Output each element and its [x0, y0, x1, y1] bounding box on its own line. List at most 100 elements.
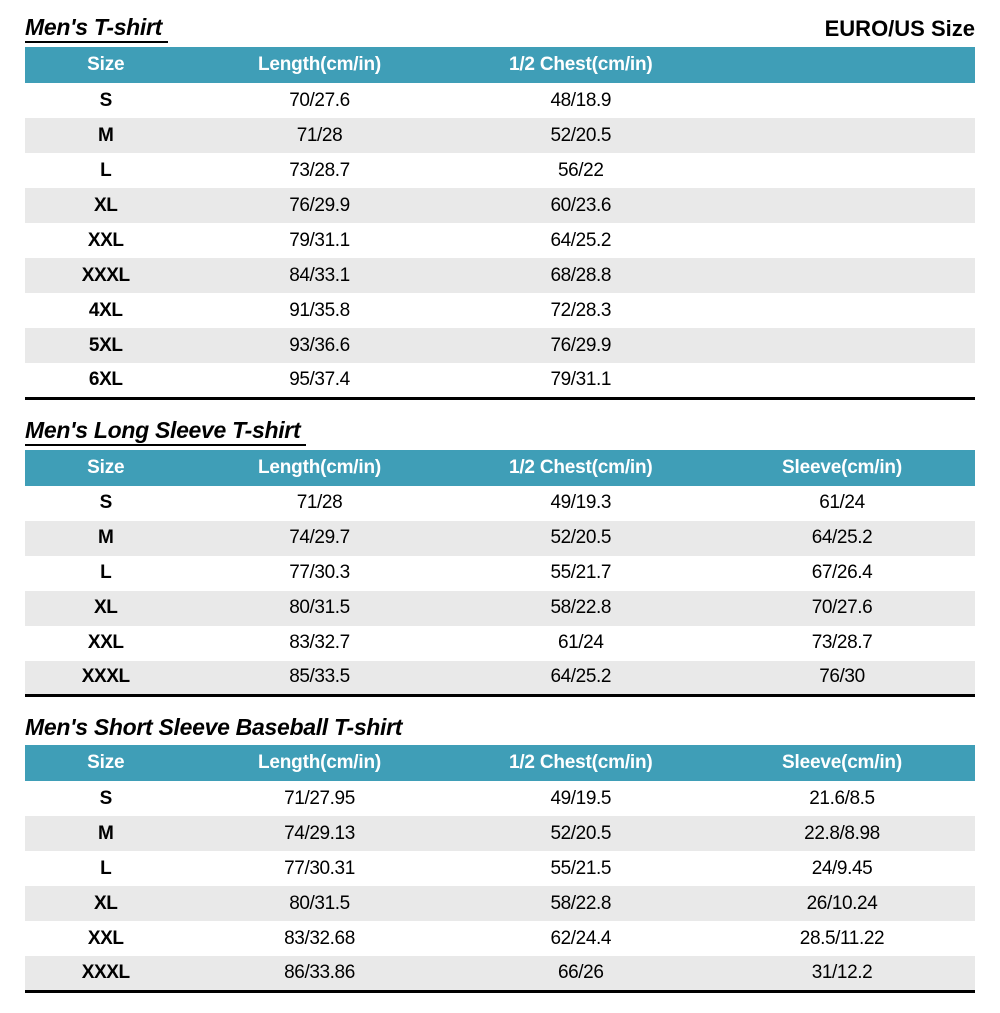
column-header: Length(cm/in): [186, 47, 453, 83]
column-header: 1/2 Chest(cm/in): [452, 745, 709, 781]
measurement-cell: 83/32.68: [284, 927, 355, 949]
measurement-cell: 49/19.3: [550, 492, 612, 513]
measurement-cell: 72/28.3: [550, 299, 612, 321]
measurement-cell: 71/28: [296, 124, 343, 146]
measurement-cell: 77/30.31: [284, 857, 355, 879]
measurement-cell: 64/25.2: [811, 527, 873, 548]
measurement-cell: 86/33.86: [284, 961, 355, 983]
table-row: XXL 83/32.68 62/24.4 28.5/11.22: [25, 921, 975, 956]
column-header: [709, 47, 975, 83]
measurement-cell: 83/32.7: [289, 632, 350, 653]
table-row: S 71/27.95 49/19.5 21.6/8.5: [25, 781, 975, 816]
measurement-cell: 73/28.7: [811, 632, 873, 653]
size-cell: 6XL: [88, 368, 123, 390]
measurement-cell: 68/28.8: [550, 264, 612, 286]
measurement-cell: [709, 153, 975, 188]
section-header-baseball: Men's Short Sleeve Baseball T-shirt: [25, 713, 975, 741]
table-row: XL 80/31.5 58/22.8 70/27.6: [25, 590, 975, 626]
column-header: 1/2 Chest(cm/in): [452, 449, 709, 486]
measurement-cell: 70/27.6: [811, 597, 873, 618]
column-header: Size: [25, 47, 187, 83]
measurement-cell: 93/36.6: [289, 334, 350, 356]
size-chart-page: Men's T-shirt EURO/US Size Size Length(cm…: [0, 13, 1000, 993]
size-cell: S: [99, 492, 113, 513]
measurement-cell: 84/33.1: [289, 264, 350, 286]
table-row: XXL 83/32.7 61/24 73/28.7: [25, 626, 975, 661]
measurement-cell: 66/26: [557, 961, 604, 983]
measurement-cell: 48/18.9: [550, 89, 612, 111]
measurement-cell: 71/27.95: [284, 787, 355, 809]
section-title-mens-tshirt: Men's T-shirt: [25, 13, 169, 43]
column-header: Length(cm/in): [186, 449, 453, 486]
table-row: XL 76/29.9 60/23.6: [25, 188, 975, 223]
size-cell: S: [99, 787, 113, 809]
table-row: L 77/30.3 55/21.7 67/26.4: [25, 556, 975, 591]
size-cell: XL: [94, 597, 118, 618]
table-header-row: Size Length(cm/in) 1/2 Chest(cm/in) Sleeve(…: [25, 449, 975, 486]
measurement-cell: 67/26.4: [811, 562, 873, 583]
measurement-cell: [709, 293, 975, 328]
section-title-baseball-tshirt: Men's Short Sleeve Baseball T-shirt: [25, 714, 403, 740]
table-row: XXXL 84/33.1 68/28.8: [25, 258, 975, 293]
measurement-cell: 22.8/8.98: [804, 822, 880, 844]
size-cell: L: [100, 857, 112, 879]
measurement-cell: 76/29.9: [289, 194, 350, 216]
measurement-cell: 74/29.13: [284, 822, 355, 844]
measurement-cell: 60/23.6: [550, 194, 612, 216]
table-row: XXXL 85/33.5 64/25.2 76/30: [25, 660, 975, 696]
size-cell: XXL: [87, 229, 124, 251]
table-row: XL 80/31.5 58/22.8 26/10.24: [25, 886, 975, 921]
measurement-cell: 85/33.5: [289, 666, 350, 688]
page-header: Men's T-shirt EURO/US Size: [25, 13, 975, 43]
measurement-cell: [709, 118, 975, 153]
column-header: Size: [25, 745, 187, 781]
measurement-cell: [709, 258, 975, 293]
measurement-cell: 61/24: [819, 492, 865, 513]
size-cell: XL: [94, 892, 118, 914]
size-standard-label: EURO/US Size: [824, 16, 975, 41]
table-row: S 70/27.6 48/18.9: [25, 83, 975, 118]
size-cell: XXXL: [81, 961, 130, 983]
measurement-cell: 52/20.5: [550, 124, 612, 146]
size-cell: S: [99, 89, 113, 111]
column-header: Sleeve(cm/in): [709, 745, 975, 781]
measurement-cell: 62/24.4: [550, 927, 612, 949]
section-header-long-sleeve: Men's Long Sleeve T-shirt: [25, 416, 975, 446]
measurement-cell: 55/21.5: [550, 857, 612, 879]
measurement-cell: 55/21.7: [550, 562, 612, 583]
measurement-cell: [709, 363, 975, 398]
table-row: 6XL 95/37.4 79/31.1: [25, 363, 975, 398]
size-cell: XL: [94, 194, 118, 216]
table-row: L 77/30.31 55/21.5 24/9.45: [25, 851, 975, 886]
table-row: 5XL 93/36.6 76/29.9: [25, 328, 975, 363]
measurement-cell: 49/19.5: [550, 787, 612, 809]
measurement-cell: 76/30: [819, 666, 865, 688]
measurement-cell: 71/28: [296, 492, 343, 513]
mens-tshirt-size-table: Size Length(cm/in) 1/2 Chest(cm/in) S 70/27.…: [25, 47, 975, 400]
measurement-cell: 64/25.2: [550, 666, 612, 688]
measurement-cell: 52/20.5: [550, 527, 612, 548]
measurement-cell: 26/10.24: [806, 892, 878, 914]
measurement-cell: 70/27.6: [289, 89, 350, 111]
measurement-cell: 58/22.8: [550, 597, 612, 618]
column-header: Size: [25, 449, 187, 486]
size-cell: XXXL: [81, 666, 130, 688]
measurement-cell: 64/25.2: [550, 229, 612, 251]
size-cell: L: [100, 159, 112, 181]
measurement-cell: 28.5/11.22: [799, 927, 885, 949]
size-cell: XXL: [87, 927, 124, 949]
size-cell: M: [98, 527, 114, 548]
column-header: Length(cm/in): [186, 745, 453, 781]
table-row: XXL 79/31.1 64/25.2: [25, 223, 975, 258]
column-header: Sleeve(cm/in): [709, 449, 975, 486]
measurement-cell: 80/31.5: [289, 892, 350, 914]
mens-long-sleeve-size-table: Size Length(cm/in) 1/2 Chest(cm/in) Sleeve(…: [25, 449, 975, 697]
measurement-cell: [709, 328, 975, 363]
table-row: M 74/29.13 52/20.5 22.8/8.98: [25, 816, 975, 851]
table-header-row: Size Length(cm/in) 1/2 Chest(cm/in): [25, 47, 975, 83]
measurement-cell: 95/37.4: [289, 368, 350, 390]
measurement-cell: [709, 223, 975, 258]
table-row: M 71/28 52/20.5: [25, 118, 975, 153]
measurement-cell: 91/35.8: [289, 299, 350, 321]
measurement-cell: 80/31.5: [289, 597, 350, 618]
